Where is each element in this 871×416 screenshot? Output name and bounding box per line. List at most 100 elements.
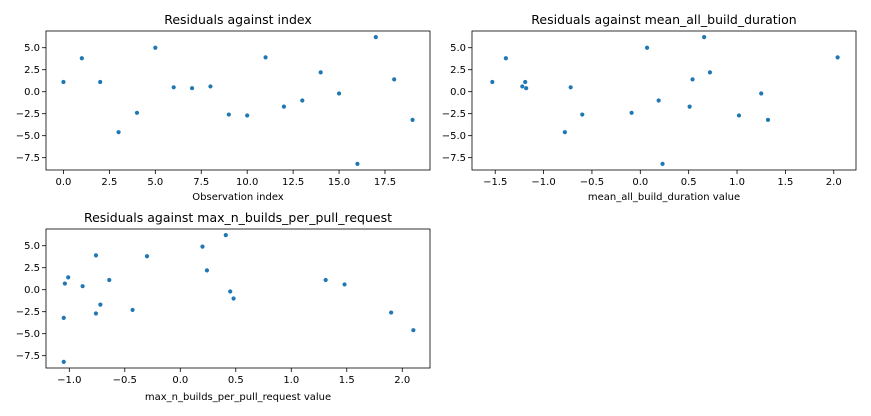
data-point	[687, 104, 692, 109]
x-axis-label: max_n_builds_per_pull_request value	[145, 392, 331, 403]
data-point	[520, 84, 525, 89]
data-point	[93, 311, 99, 316]
data-point	[523, 79, 528, 85]
data-point	[323, 277, 328, 283]
data-point	[835, 55, 840, 60]
x-tick-label: 10.0	[236, 177, 258, 188]
data-point	[568, 85, 573, 90]
y-tick-label: 2.5	[24, 65, 40, 76]
plot-residuals-vs-index: Residuals against index Observation inde…	[16, 12, 431, 203]
y-tick-label: 0.0	[24, 285, 40, 296]
x-tick-label: 17.5	[374, 177, 396, 188]
chart-title: Residuals against index	[164, 12, 312, 27]
data-point	[98, 79, 103, 85]
x-tick-label: 5.0	[147, 177, 163, 188]
data-point	[392, 77, 397, 82]
data-point	[98, 302, 103, 307]
data-point	[660, 161, 665, 166]
x-tick-label: 2.5	[101, 177, 117, 188]
data-point	[144, 254, 150, 259]
chart-title: Residuals against mean_all_build_duratio…	[531, 12, 796, 27]
data-point	[80, 284, 85, 289]
data-point	[93, 253, 99, 258]
x-tick-label: 7.5	[193, 177, 209, 188]
y-tick-label: −7.5	[442, 153, 466, 164]
x-tick-label: 0.0	[632, 177, 648, 188]
data-point	[171, 85, 176, 90]
data-point	[580, 112, 585, 117]
y-tick-label: −5.0	[16, 131, 40, 142]
y-tick-label: −2.5	[16, 307, 40, 318]
data-point	[66, 275, 71, 280]
data-point	[389, 310, 394, 315]
chart-title: Residuals against max_n_builds_per_pull_…	[84, 210, 392, 225]
y-tick-label: 0.0	[24, 87, 40, 98]
data-point	[644, 45, 650, 50]
data-point	[107, 277, 112, 283]
y-tick-label: −2.5	[16, 109, 40, 120]
data-point	[204, 268, 210, 273]
x-tick-label: −1.0	[57, 375, 81, 386]
data-point	[629, 110, 634, 115]
data-point	[524, 86, 529, 91]
data-point	[79, 56, 84, 61]
x-tick-label: −1.5	[483, 177, 507, 188]
y-tick-label: −5.0	[442, 131, 466, 142]
y-tick-label: −7.5	[16, 153, 40, 164]
data-point	[410, 117, 415, 122]
data-point	[208, 84, 213, 89]
data-point	[736, 113, 742, 118]
y-tick-label: 5.0	[24, 241, 40, 252]
data-point	[562, 130, 567, 135]
data-point	[690, 77, 695, 82]
data-point	[490, 79, 495, 85]
x-tick-label: 1.5	[777, 177, 793, 188]
axes-frame	[471, 30, 857, 171]
y-tick-label: 5.0	[24, 43, 40, 54]
data-point	[707, 70, 713, 75]
x-tick-label: −0.5	[580, 177, 604, 188]
y-tick-label: 0.0	[450, 87, 466, 98]
data-point	[281, 104, 287, 109]
data-point	[702, 35, 707, 40]
x-tick-label: 1.5	[339, 375, 355, 386]
data-point	[61, 79, 66, 85]
x-tick-label: 2.0	[826, 177, 842, 188]
x-tick-label: 0.5	[228, 375, 244, 386]
y-tick-label: −2.5	[442, 109, 466, 120]
x-tick-label: 1.0	[729, 177, 745, 188]
x-tick-label: 1.0	[283, 375, 299, 386]
data-point	[503, 56, 508, 61]
data-point	[336, 91, 342, 96]
data-point	[134, 110, 140, 115]
data-point	[61, 315, 66, 320]
y-tick-label: −5.0	[16, 329, 40, 340]
data-point	[342, 282, 347, 287]
data-point	[759, 91, 764, 96]
data-point	[116, 130, 121, 135]
x-tick-label: 0.0	[172, 375, 188, 386]
data-point	[411, 328, 416, 333]
data-point	[62, 281, 67, 286]
data-point	[223, 233, 228, 238]
data-point	[231, 296, 236, 301]
y-tick-label: 5.0	[450, 43, 466, 54]
plot-residuals-vs-max-n-builds-per-pull-request: Residuals against max_n_builds_per_pull_…	[16, 210, 431, 403]
axes-frame	[45, 228, 431, 369]
y-tick-label: 2.5	[24, 263, 40, 274]
data-point	[263, 55, 268, 60]
data-point	[373, 35, 378, 40]
x-axis-label: Observation index	[192, 192, 284, 203]
y-tick-label: −7.5	[16, 351, 40, 362]
plot-residuals-vs-mean-all-build-duration: Residuals against mean_all_build_duratio…	[442, 12, 857, 203]
data-point	[226, 112, 231, 117]
x-tick-label: −1.0	[531, 177, 555, 188]
x-tick-label: 0.5	[681, 177, 697, 188]
x-tick-label: −0.5	[113, 375, 137, 386]
x-tick-label: 15.0	[328, 177, 350, 188]
data-point	[200, 244, 205, 249]
data-point	[61, 359, 66, 364]
x-tick-label: 12.5	[282, 177, 304, 188]
data-point	[130, 307, 135, 313]
x-tick-label: 0.0	[56, 177, 72, 188]
